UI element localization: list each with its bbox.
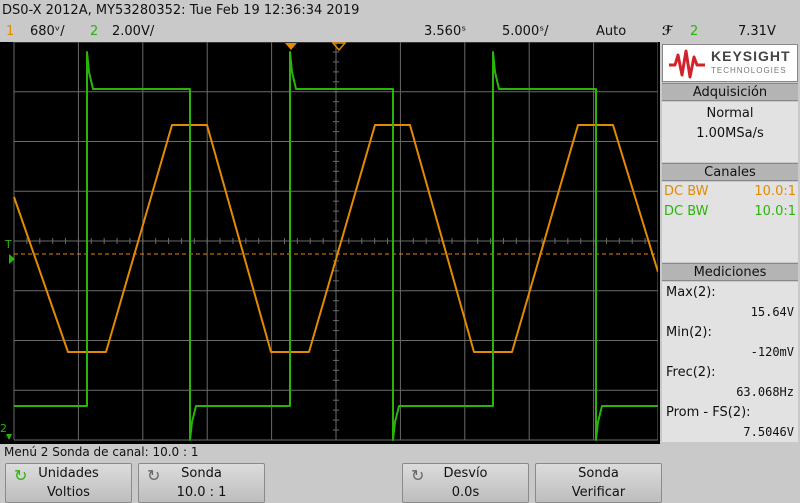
softkey-probe[interactable]: ↻ Sonda 10.0 : 1	[138, 463, 265, 503]
channels-section: DC BW 10.0:1 DC BW 10.0:1	[662, 182, 798, 262]
measurement-freq: Frec(2): 63.068Hz	[664, 364, 796, 402]
trigger-source[interactable]: 2	[690, 24, 699, 39]
min-value: -120mV	[750, 345, 794, 359]
ch1-ground-marker	[9, 254, 15, 264]
softkey-probe-check-value: Verificar	[571, 485, 626, 500]
time-reference-marker	[331, 42, 347, 52]
max-label: Max(2):	[666, 285, 716, 300]
title-bar: DS0-X 2012A, MY53280352: Tue Feb 19 12:3…	[0, 0, 800, 22]
rotate-knob-icon: ↻	[411, 466, 425, 485]
trigger-slope-icon: ℱ	[662, 24, 673, 39]
ch2-scale[interactable]: 2.00V/	[112, 24, 155, 39]
softkey-units-value: Voltios	[47, 485, 90, 500]
time-scale[interactable]: 5.000ˢ/	[502, 24, 549, 39]
softkey-units[interactable]: ↻ Unidades Voltios	[5, 463, 132, 503]
ch2-waveform	[14, 51, 658, 441]
ch1-waveform	[13, 124, 658, 353]
acquisition-rate: 1.00MSa/s	[696, 126, 764, 141]
softkey-probe-check[interactable]: Sonda Verificar	[535, 463, 662, 503]
measurement-avg: Prom - FS(2): 7.5046V	[664, 404, 796, 442]
softkey-bar: ↻ Unidades Voltios ↻ Sonda 10.0 : 1 ↻ De…	[0, 460, 800, 503]
min-label: Min(2):	[666, 325, 712, 340]
ch2-number[interactable]: 2	[90, 24, 99, 39]
measurement-min: Min(2): -120mV	[664, 324, 796, 362]
keysight-wave-icon	[669, 49, 705, 79]
logo-text: KEYSIGHT	[711, 48, 791, 64]
waveform-display[interactable]: T 2	[0, 42, 658, 444]
title-text: DS0-X 2012A, MY53280352: Tue Feb 19 12:3…	[2, 3, 360, 18]
acquisition-section: Normal 1.00MSa/s	[662, 102, 798, 162]
waveforms	[13, 51, 658, 441]
ch1-scale[interactable]: 680ᵛ/	[30, 24, 65, 39]
ch1-probe: 10.0:1	[754, 184, 796, 199]
max-value: 15.64V	[750, 305, 794, 319]
rotate-knob-icon: ↻	[14, 466, 28, 485]
freq-label: Frec(2):	[666, 365, 716, 380]
ch2-ground-marker: 2	[0, 422, 7, 435]
rotate-knob-icon: ↻	[147, 466, 161, 485]
softkey-probe-check-title: Sonda	[578, 466, 619, 481]
time-delay[interactable]: 3.560ˢ	[424, 24, 467, 39]
grid-lines	[13, 42, 658, 441]
logo-subtext: TECHNOLOGIES	[711, 66, 787, 75]
trigger-level[interactable]: 7.31V	[738, 24, 776, 39]
keysight-logo: KEYSIGHT TECHNOLOGIES	[662, 44, 798, 82]
measurements-header: Mediciones	[662, 263, 798, 281]
softkey-skew-value: 0.0s	[451, 485, 480, 500]
graticule: T 2	[0, 42, 658, 441]
trigger-position-marker	[285, 43, 297, 50]
markers: T 2	[0, 42, 655, 440]
measurements-section: Max(2): 15.64V Min(2): -120mV Frec(2): 6…	[662, 282, 798, 442]
trigger-mode[interactable]: Auto	[596, 24, 627, 39]
scale-bar: 1 680ᵛ/ 2 2.00V/ 3.560ˢ 5.000ˢ/ Auto ℱ 2…	[0, 22, 800, 42]
acquisition-mode: Normal	[706, 106, 754, 121]
avg-value: 7.5046V	[743, 425, 794, 439]
ch2-ground-arrow	[6, 434, 12, 440]
ch1-number[interactable]: 1	[6, 24, 15, 39]
menu-label-text: Menú 2 Sonda de canal: 10.0 : 1	[4, 445, 199, 459]
softkey-skew[interactable]: ↻ Desvío 0.0s	[402, 463, 529, 503]
ch2-probe: 10.0:1	[754, 204, 796, 219]
freq-value: 63.068Hz	[736, 385, 794, 399]
side-panel: KEYSIGHT TECHNOLOGIES Adquisición Normal…	[660, 42, 800, 444]
channels-header: Canales	[662, 163, 798, 181]
avg-label: Prom - FS(2):	[666, 405, 751, 420]
softkey-skew-title: Desvío	[443, 466, 488, 481]
ch1-coupling: DC BW	[664, 184, 709, 199]
measurement-max: Max(2): 15.64V	[664, 284, 796, 322]
acquisition-header: Adquisición	[662, 83, 798, 101]
softkey-probe-value: 10.0 : 1	[176, 485, 227, 500]
ch2-coupling: DC BW	[664, 204, 709, 219]
softkey-units-title: Unidades	[38, 466, 99, 481]
trigger-level-marker: T	[4, 238, 12, 251]
menu-label: Menú 2 Sonda de canal: 10.0 : 1	[0, 444, 800, 460]
softkey-probe-title: Sonda	[181, 466, 222, 481]
